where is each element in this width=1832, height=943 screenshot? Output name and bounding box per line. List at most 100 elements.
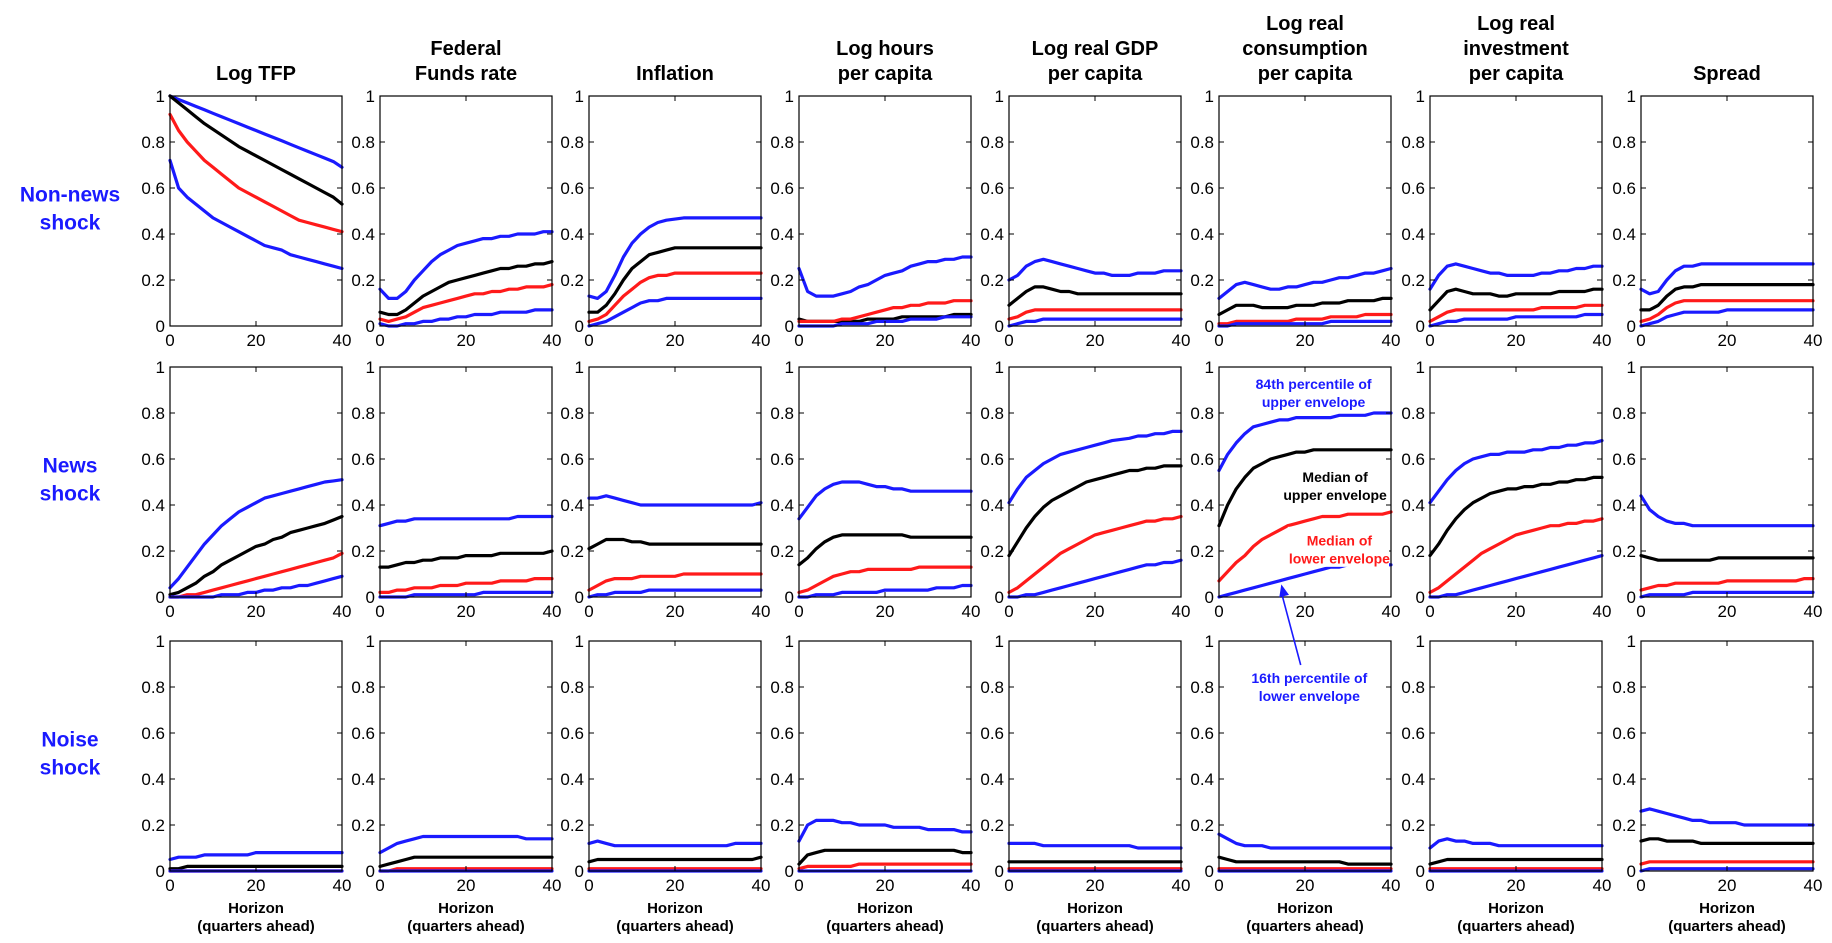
series-line-median-lower <box>587 271 763 323</box>
x-tick-label: 20 <box>457 602 476 621</box>
axes-box <box>1008 640 1182 872</box>
x-tick-label: 0 <box>584 876 593 895</box>
y-tick-label: 0.6 <box>1190 450 1214 469</box>
y-tick-label: 0.2 <box>1612 271 1636 290</box>
y-tick-label: 0.6 <box>141 724 165 743</box>
panel-r1-c1: 0 0.2 0.4 0.6 0.8 1 0 20 40 <box>351 358 561 621</box>
series-line-median-upper <box>168 514 344 597</box>
series-line-upper84 <box>797 480 973 521</box>
panel-r2-c2: 0 0.2 0.4 0.6 0.8 1 0 20 40 Horizon(quarters ahea… <box>560 632 770 935</box>
x-tick-label: 20 <box>1086 331 1105 350</box>
y-tick-label: 0.6 <box>351 724 375 743</box>
x-tick-label: 40 <box>752 331 771 350</box>
y-tick-label: 0.2 <box>770 816 794 835</box>
x-tick-label: 40 <box>543 331 562 350</box>
row-label: Noise <box>41 729 98 752</box>
y-tick-label: 0.4 <box>560 225 584 244</box>
y-tick-label: 0 <box>1627 862 1636 881</box>
series-line-upper84 <box>1639 262 1815 296</box>
annotations: 84th percentile of upper envelope Median o… <box>1251 376 1390 704</box>
x-tick-label: 20 <box>876 876 895 895</box>
y-tick-label: 0.2 <box>980 271 1004 290</box>
y-tick-label: 0.6 <box>1190 179 1214 198</box>
row-label: News <box>43 455 98 478</box>
y-tick-label: 0 <box>1627 588 1636 607</box>
y-tick-label: 0.2 <box>1612 542 1636 561</box>
y-tick-label: 0.4 <box>1401 770 1425 789</box>
x-tick-label: 0 <box>1004 331 1013 350</box>
y-tick-label: 0 <box>1416 588 1425 607</box>
annotation-arrow <box>1280 592 1302 666</box>
y-tick-label: 0.4 <box>351 770 375 789</box>
panel-r0-c0: 0 0.2 0.4 0.6 0.8 1 0 20 40 <box>141 87 351 350</box>
annotation-backing <box>1274 462 1389 503</box>
x-tick-label: 0 <box>165 331 174 350</box>
series-line-upper84 <box>378 230 554 300</box>
y-tick-label: 0.6 <box>770 179 794 198</box>
y-tick-label: 0 <box>995 317 1004 336</box>
y-tick-label: 0.2 <box>351 542 375 561</box>
y-tick-label: 0.2 <box>1401 271 1425 290</box>
series-line-lower16 <box>797 583 973 599</box>
series-line-median-upper <box>587 855 763 864</box>
y-tick-label: 0.2 <box>1612 816 1636 835</box>
panel-r1-c4: 0 0.2 0.4 0.6 0.8 1 0 20 40 <box>980 358 1190 621</box>
panel-r0-c5: 0 0.2 0.4 0.6 0.8 1 0 20 40 <box>1190 87 1400 350</box>
y-tick-label: 0.2 <box>1190 816 1214 835</box>
series-line-lower16 <box>587 296 763 328</box>
series-line-median-upper <box>1217 296 1393 317</box>
series-line-lower16 <box>1007 317 1183 328</box>
y-tick-label: 0.6 <box>1401 179 1425 198</box>
row-labels: Non-news shock News shock Noise shock <box>20 184 120 780</box>
x-tick-label: 40 <box>1593 876 1612 895</box>
y-tick-label: 0.2 <box>770 271 794 290</box>
y-tick-label: 0 <box>1416 862 1425 881</box>
series-line-median-lower <box>1428 303 1604 323</box>
y-tick-label: 0.8 <box>980 133 1004 152</box>
panel-r1-c5: 0 0.2 0.4 0.6 0.8 1 0 20 40 <box>1190 358 1400 621</box>
y-tick-label: 0.2 <box>1401 816 1425 835</box>
y-tick-label: 1 <box>1416 87 1425 106</box>
column-titles: Log TFP Federal Funds rate Inflation Log hou… <box>216 13 1761 85</box>
column-title: Spread <box>1693 63 1761 85</box>
y-tick-label: 0.6 <box>351 179 375 198</box>
x-tick-label: 40 <box>752 876 771 895</box>
y-tick-label: 0 <box>1416 317 1425 336</box>
x-tick-label: 0 <box>1214 602 1223 621</box>
x-tick-label: 20 <box>666 876 685 895</box>
row-label: shock <box>40 212 101 235</box>
x-axis-label: (quarters ahead) <box>1246 918 1364 935</box>
y-tick-label: 0 <box>156 588 165 607</box>
x-tick-label: 0 <box>1214 331 1223 350</box>
y-tick-label: 1 <box>1627 358 1636 377</box>
series-line-median-upper <box>1007 464 1183 558</box>
series-line-upper84 <box>587 216 763 300</box>
x-axis-label: Horizon <box>228 900 284 917</box>
series-line-lower16 <box>168 158 344 271</box>
y-tick-label: 0.8 <box>351 133 375 152</box>
y-tick-label: 0 <box>785 588 794 607</box>
x-tick-label: 0 <box>1004 876 1013 895</box>
series-line-median-lower <box>168 551 344 599</box>
y-tick-label: 0.2 <box>141 816 165 835</box>
x-axis-label: Horizon <box>1277 900 1333 917</box>
x-tick-label: 20 <box>457 876 476 895</box>
x-tick-label: 20 <box>666 331 685 350</box>
column-title: consumption <box>1242 38 1368 60</box>
series-line-median-lower <box>587 572 763 592</box>
column-title: per capita <box>1469 63 1564 85</box>
y-tick-label: 0.2 <box>351 271 375 290</box>
series-line-upper84 <box>587 839 763 848</box>
x-tick-label: 0 <box>794 602 803 621</box>
y-tick-label: 0.2 <box>1190 542 1214 561</box>
y-tick-label: 0.6 <box>560 179 584 198</box>
panel-r0-c1: 0 0.2 0.4 0.6 0.8 1 0 20 40 <box>351 87 561 350</box>
y-tick-label: 0.6 <box>770 724 794 743</box>
y-tick-label: 1 <box>785 358 794 377</box>
panel-r2-c4: 0 0.2 0.4 0.6 0.8 1 0 20 40 Horizon(quarters ahea… <box>980 632 1190 935</box>
y-tick-label: 0.6 <box>1612 450 1636 469</box>
series-line-upper84 <box>797 818 973 843</box>
series-line-median-upper <box>1639 283 1815 312</box>
panel-r1-c2: 0 0.2 0.4 0.6 0.8 1 0 20 40 <box>560 358 770 621</box>
x-tick-label: 0 <box>1004 602 1013 621</box>
